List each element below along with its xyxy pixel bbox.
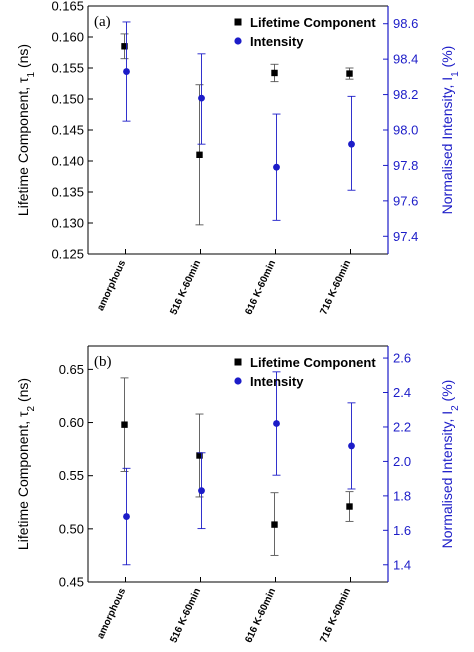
- y2-tick-label: 98.4: [393, 52, 418, 67]
- legend-label-intensity: Intensity: [250, 34, 304, 49]
- panel-b: 0.45 0.50 0.55 0.60 0.65 1.4 1.6 1.8 2.0 2.2 2.4 2.…: [15, 345, 461, 645]
- panel-label: (a): [94, 14, 111, 30]
- intensity-point: [123, 68, 130, 75]
- lifetime-point: [121, 421, 128, 428]
- y-tick-label: 0.165: [51, 0, 84, 14]
- y2-tick-label: 97.6: [393, 193, 418, 208]
- x-tick-label: 616 K-60min: [243, 587, 278, 645]
- y2-tick-label: 2.4: [393, 385, 411, 400]
- intensity-point: [348, 442, 355, 450]
- lifetime-point: [346, 70, 353, 77]
- y2-tick-label: 1.4: [393, 557, 411, 572]
- y-tick-label: 0.145: [51, 123, 84, 138]
- lifetime-point: [196, 452, 203, 459]
- intensity-point: [273, 163, 280, 171]
- y2-axis-title: Normalised Intensity, I1 (%): [439, 46, 461, 215]
- lifetime-point: [271, 69, 278, 77]
- x-tick-label: amorphous: [95, 258, 128, 312]
- y2-tick-label: 98.0: [393, 123, 418, 138]
- y2-axis-title: Normalised Intensity, I2 (%): [439, 380, 461, 549]
- y-tick-label: 0.50: [59, 521, 84, 536]
- x-tick-label: 716 K-60min: [318, 259, 353, 317]
- y-tick-label: 0.65: [59, 362, 84, 377]
- x-tick-label: 616 K-60min: [243, 259, 278, 317]
- lifetime-point: [121, 43, 128, 50]
- intensity-point: [198, 94, 205, 102]
- panel-a: 0.125 0.130 0.135 0.140 0.145 0.150 0.155 0.160…: [15, 0, 461, 317]
- legend-label-lifetime: Lifetime Component: [250, 15, 376, 30]
- y-tick-label: 0.60: [59, 415, 84, 430]
- y-tick-label: 0.45: [59, 575, 84, 590]
- y2-tick-label: 2.6: [393, 351, 411, 366]
- y-tick-label: 0.155: [51, 61, 84, 76]
- lifetime-point: [196, 151, 203, 158]
- panel-label: (b): [94, 354, 112, 370]
- intensity-point: [348, 140, 355, 148]
- y2-tick-label: 1.8: [393, 488, 411, 503]
- y-tick-label: 0.140: [51, 154, 84, 169]
- x-tick-label: amorphous: [95, 586, 128, 640]
- y2-tick-label: 97.4: [393, 229, 418, 244]
- y-tick-label: 0.55: [59, 468, 84, 483]
- x-tick-label: 516 K-60min: [168, 587, 203, 645]
- lifetime-point: [271, 521, 278, 528]
- intensity-point: [273, 420, 280, 427]
- y-tick-label: 0.150: [51, 92, 84, 107]
- legend: Lifetime Component Intensity: [234, 355, 376, 389]
- y-tick-label: 0.125: [51, 247, 84, 262]
- y-tick-label: 0.160: [51, 30, 84, 45]
- y-axis-title: Lifetime Component, τ1 (ns): [15, 44, 37, 216]
- legend-swatch-lifetime: [234, 18, 242, 26]
- x-tick-label: 516 K-60min: [168, 259, 203, 317]
- legend-label-intensity: Intensity: [250, 374, 304, 389]
- y2-tick-label: 98.6: [393, 16, 418, 31]
- legend: Lifetime Component Intensity: [234, 15, 376, 49]
- y-tick-label: 0.135: [51, 185, 84, 200]
- legend-label-lifetime: Lifetime Component: [250, 355, 376, 370]
- y-tick-label: 0.130: [51, 216, 84, 231]
- y2-tick-label: 2.2: [393, 419, 411, 434]
- y2-tick-label: 98.2: [393, 87, 418, 102]
- y2-tick-label: 1.6: [393, 523, 411, 538]
- lifetime-point: [346, 503, 353, 510]
- legend-swatch-intensity: [234, 377, 242, 385]
- x-tick-label: 716 K-60min: [318, 587, 353, 645]
- y2-tick-label: 2.0: [393, 454, 411, 469]
- y2-tick-label: 97.8: [393, 158, 418, 173]
- legend-swatch-lifetime: [234, 358, 242, 366]
- legend-swatch-intensity: [234, 37, 242, 45]
- intensity-point: [123, 513, 130, 520]
- y-axis-title: Lifetime Component, τ2 (ns): [15, 378, 37, 550]
- intensity-point: [198, 487, 205, 495]
